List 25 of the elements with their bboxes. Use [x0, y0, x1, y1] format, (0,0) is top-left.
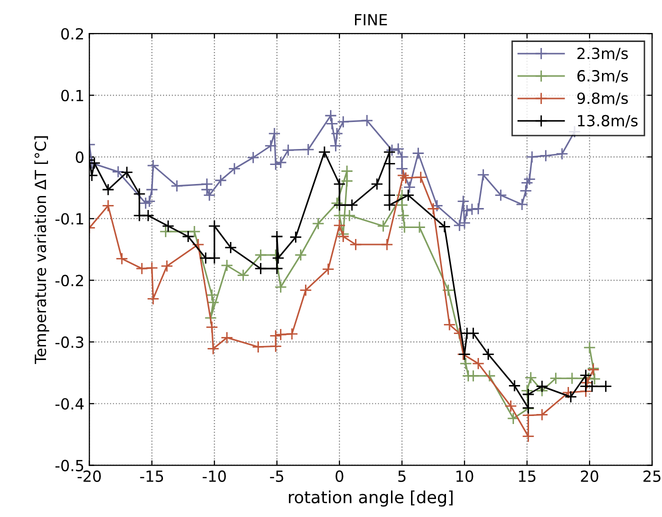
x-tick-label: 10	[456, 470, 474, 482]
x-tick-label: 5	[398, 470, 406, 482]
y-tick-label: 0.2	[61, 28, 83, 40]
x-tick-label: 0	[336, 470, 344, 482]
y-tick-label: -0.1	[55, 213, 84, 225]
y-axis-title: Temperature variation ΔT [°C]	[34, 136, 50, 364]
x-tick-label: -10	[202, 470, 226, 482]
legend-label: 2.3m/s	[577, 48, 628, 60]
chart-title: FINE	[355, 14, 387, 26]
legend-label: 9.8m/s	[577, 92, 628, 106]
x-tick-label: -5	[270, 470, 284, 482]
y-tick-label: -0.5	[55, 460, 84, 472]
y-tick-label: -0.4	[55, 398, 84, 410]
x-tick-label: 15	[518, 470, 536, 482]
x-tick-label: 25	[643, 470, 660, 482]
x-tick-label: 20	[580, 470, 598, 482]
x-tick-label: -20	[78, 470, 101, 482]
y-tick-label: 0.1	[61, 90, 84, 102]
y-tick-label: -0.3	[55, 336, 84, 348]
legend-label: 13.8m/s	[578, 114, 638, 128]
x-tick-label: -15	[140, 470, 164, 482]
legend-label: 6.3m/s	[577, 70, 628, 83]
y-tick-label: -0.2	[55, 274, 83, 286]
x-axis-title: rotation angle [deg]	[288, 490, 453, 507]
y-tick-label: 0	[76, 151, 84, 163]
